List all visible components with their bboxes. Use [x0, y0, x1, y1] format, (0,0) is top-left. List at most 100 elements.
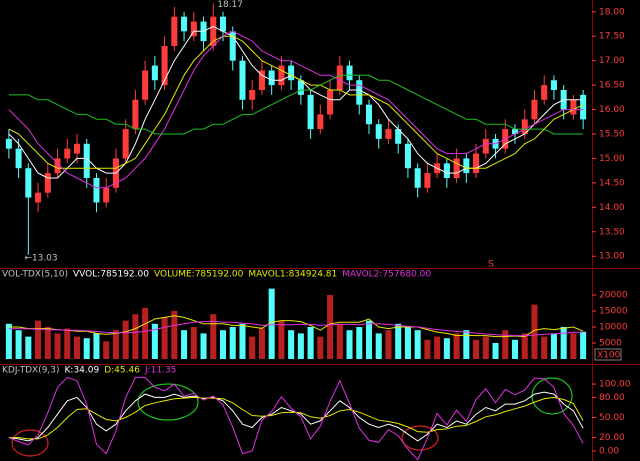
volume-bar — [219, 330, 227, 359]
volume-bar — [375, 333, 382, 359]
candle-body — [424, 173, 431, 188]
indicator-label: D:45.46 — [104, 366, 140, 376]
candle-body — [54, 158, 61, 174]
volume-bar — [181, 330, 188, 359]
candle-body — [142, 70, 149, 100]
line — [8, 376, 584, 461]
candle-body — [161, 46, 168, 86]
y-tick-label: 17.00 — [599, 56, 625, 66]
candle-body — [482, 138, 489, 154]
volume-bar — [492, 343, 499, 359]
candle-body — [171, 16, 178, 46]
y-tick-label: 14.50 — [599, 178, 625, 188]
indicator-label: VVOL:785192.00 — [73, 270, 149, 280]
candle-body — [5, 138, 12, 149]
volume-bar — [73, 336, 81, 359]
volume-bar — [5, 323, 12, 359]
volume-bar — [132, 314, 139, 359]
y-tick-label: 0.00 — [599, 446, 619, 456]
candle-body — [73, 143, 81, 154]
candle-body — [15, 148, 22, 169]
candle-body — [181, 16, 188, 32]
volume-bar — [463, 330, 470, 359]
line — [8, 320, 584, 337]
candle-body — [327, 90, 334, 115]
candle-body — [288, 65, 295, 81]
candle-body — [356, 80, 363, 105]
candle-body — [365, 104, 373, 125]
volume-bar — [288, 330, 295, 359]
candle-body — [317, 114, 324, 130]
candle-body — [511, 129, 519, 134]
line — [8, 30, 584, 189]
candle-body — [122, 129, 129, 159]
volume-bar — [210, 314, 217, 359]
candle-body — [521, 119, 528, 134]
volume-bar — [453, 333, 460, 359]
annotation: S — [488, 260, 494, 270]
annotation: 18.17 — [217, 0, 243, 10]
candle-body — [258, 70, 265, 90]
volume-bar — [550, 333, 557, 359]
volume-bar — [404, 327, 411, 359]
indicator-label: VOL-TDX(5,10) — [2, 270, 68, 280]
volume-bar — [151, 323, 158, 359]
candle-body — [531, 99, 538, 120]
candle-body — [414, 168, 421, 188]
line — [8, 74, 584, 135]
volume-bar — [307, 327, 314, 359]
volume-bar — [502, 330, 509, 359]
candle-body — [473, 153, 480, 174]
volume-bar — [346, 330, 353, 359]
candle-body — [268, 70, 275, 86]
volume-bar — [560, 327, 567, 359]
candle-body — [297, 80, 304, 95]
candle-body — [580, 94, 587, 120]
volume-bar — [258, 328, 265, 359]
y-tick-label: 5000 — [599, 339, 622, 349]
volume-bar — [25, 336, 32, 359]
candle-body — [385, 129, 392, 139]
highlight-circle — [11, 429, 49, 457]
volume-bar — [317, 336, 324, 359]
volume-bar — [190, 327, 197, 359]
y-tick-label: 17.50 — [599, 32, 625, 42]
y-tick-label: 13.50 — [599, 227, 625, 237]
volume-bar — [171, 311, 178, 359]
y-tick-label: 100.00 — [599, 380, 631, 390]
candle-body — [44, 173, 51, 193]
y-tick-label: 16.00 — [599, 105, 625, 115]
volume-bar — [424, 339, 431, 359]
volume-bar — [229, 327, 236, 359]
volume-bar — [356, 327, 363, 359]
volume-bar — [35, 320, 42, 359]
volume-bar — [385, 330, 392, 359]
candle-body — [239, 60, 246, 100]
volume-bar — [365, 320, 373, 359]
candle-body — [307, 94, 314, 130]
line — [8, 35, 584, 169]
indicator-label: MAVOL2:757680.00 — [342, 270, 431, 280]
candle-body — [453, 158, 460, 178]
volume-bar — [15, 330, 22, 359]
y-tick-label: 20000 — [599, 291, 628, 301]
volume-bar — [268, 288, 275, 359]
volume-bar — [93, 333, 100, 359]
candle-body — [541, 85, 548, 100]
candle-body — [25, 168, 32, 198]
volume-bar — [64, 328, 71, 359]
candle-body — [219, 16, 227, 32]
volume-bar — [443, 338, 450, 359]
candle-body — [64, 148, 71, 159]
y-tick-label: 20.00 — [599, 433, 625, 443]
volume-bar — [414, 330, 421, 359]
candle-body — [103, 187, 110, 203]
candle-body — [395, 129, 402, 144]
indicator-label: MAVOL1:834924.81 — [248, 270, 337, 280]
volume-bar — [54, 333, 61, 359]
candle-body — [346, 65, 353, 81]
unit-label: X100 — [597, 351, 621, 361]
candle-body — [463, 158, 470, 174]
volume-bar — [473, 339, 480, 359]
